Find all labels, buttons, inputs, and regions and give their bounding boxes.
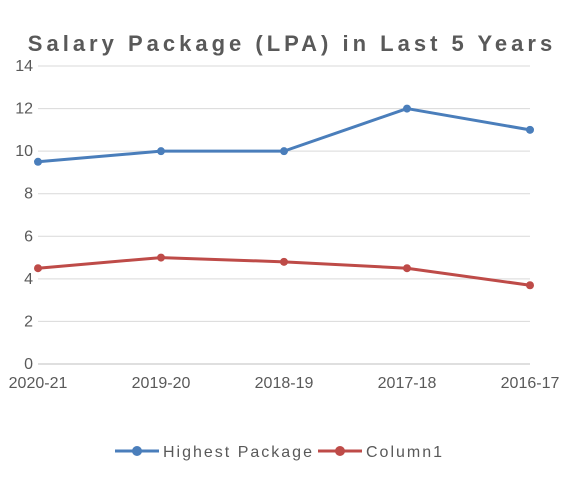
data-point [280, 147, 288, 156]
x-tick-label: 2019-20 [132, 375, 191, 392]
series-0 [34, 104, 534, 166]
x-tick-label: 2020-21 [9, 375, 68, 392]
data-point [34, 157, 42, 166]
legend: Highest Package Column1 [115, 444, 444, 461]
x-axis-ticks: 2020-21 2019-20 2018-19 2017-18 2016-17 [9, 375, 560, 392]
data-point [403, 104, 411, 113]
legend-label: Column1 [366, 444, 444, 461]
series-1 [34, 253, 534, 290]
y-tick-label: 2 [24, 313, 33, 330]
legend-marker-icon [335, 446, 345, 456]
chart-title: Salary Package (LPA) in Last 5 Years [28, 31, 556, 56]
y-tick-label: 10 [15, 143, 33, 160]
gridlines [38, 65, 530, 365]
legend-label: Highest Package [163, 444, 314, 461]
data-point [526, 281, 534, 290]
data-point [157, 253, 165, 262]
x-tick-label: 2016-17 [501, 375, 560, 392]
y-tick-label: 4 [24, 271, 33, 288]
x-tick-label: 2018-19 [255, 375, 314, 392]
series-layer [34, 104, 534, 290]
y-tick-label: 12 [15, 101, 33, 118]
y-tick-label: 8 [24, 186, 33, 203]
y-axis-ticks: 0 2 4 6 8 10 12 14 [15, 58, 33, 373]
y-tick-label: 6 [24, 228, 33, 245]
legend-marker-icon [132, 446, 142, 456]
legend-item: Column1 [318, 444, 444, 461]
y-tick-label: 14 [15, 58, 33, 75]
data-point [157, 147, 165, 156]
y-tick-label: 0 [24, 356, 33, 373]
data-point [526, 125, 534, 134]
x-tick-label: 2017-18 [378, 375, 437, 392]
data-point [34, 264, 42, 273]
data-point [280, 257, 288, 266]
legend-item: Highest Package [115, 444, 314, 461]
data-point [403, 264, 411, 273]
